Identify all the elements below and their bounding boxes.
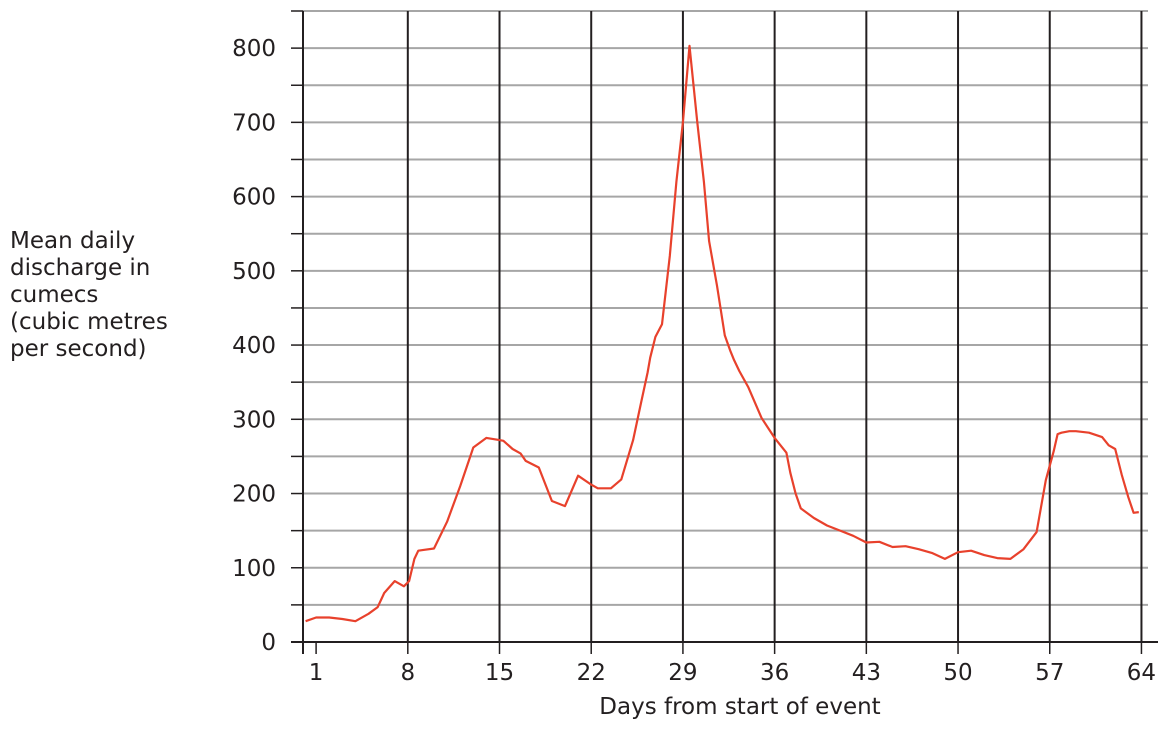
y-tick-label: 300 [232, 407, 276, 433]
y-axis-label: Mean daily discharge in cumecs (cubic me… [10, 228, 168, 362]
y-tick-label: 200 [232, 482, 276, 508]
x-tick-label: 22 [577, 660, 606, 686]
y-tick-label: 0 [261, 630, 276, 656]
x-tick-label: 64 [1127, 660, 1156, 686]
x-tick-label: 43 [852, 660, 881, 686]
y-tick-label: 500 [232, 259, 276, 285]
x-tick-label: 1 [309, 660, 324, 686]
discharge-series-line [305, 44, 1139, 623]
x-tick-label: 29 [668, 660, 697, 686]
y-tick-label: 800 [232, 36, 276, 62]
y-tick-label: 600 [232, 185, 276, 211]
y-tick-label: 700 [232, 110, 276, 136]
tick-label-layer: 0 100 200 300 400 500 600 700 800 1 8 15 22 29 36 43 50 5… [232, 36, 1156, 686]
x-tick-label: 50 [943, 660, 972, 686]
grid-layer [303, 10, 1148, 642]
series-layer [305, 44, 1139, 623]
axis-layer [291, 10, 1158, 654]
y-tick-label: 400 [232, 333, 276, 359]
x-tick-label: 57 [1035, 660, 1064, 686]
x-tick-label: 15 [485, 660, 514, 686]
x-tick-label: 36 [760, 660, 789, 686]
y-tick-label: 100 [232, 556, 276, 582]
x-tick-label: 8 [400, 660, 415, 686]
x-axis-label: Days from start of event [599, 694, 881, 720]
